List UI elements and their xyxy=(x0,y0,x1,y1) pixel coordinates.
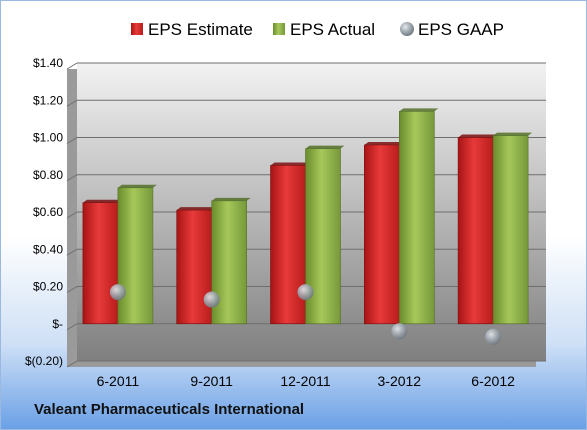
legend-swatch xyxy=(400,22,414,36)
bar-top-face xyxy=(364,141,404,145)
bar-top-face xyxy=(117,184,157,188)
eps-actual-bar xyxy=(492,135,529,325)
gridline-depth xyxy=(66,211,78,219)
y-tick-label: $1.40 xyxy=(33,56,63,70)
x-tick-label: 6-2012 xyxy=(471,373,515,389)
gridline-depth xyxy=(66,174,78,182)
gridline-depth xyxy=(66,137,78,144)
bar-top-face xyxy=(493,132,533,136)
bar-top-face xyxy=(211,197,251,201)
x-tick-label: 12-2011 xyxy=(280,373,331,389)
eps-estimate-bar xyxy=(363,144,400,325)
eps-gaap-marker xyxy=(203,291,220,308)
x-tick-label: 9-2011 xyxy=(190,373,233,389)
bar-top-face xyxy=(399,108,439,112)
x-tick-label: 6-2011 xyxy=(97,373,140,389)
legend-swatch xyxy=(131,23,143,35)
gridline-depth xyxy=(66,360,78,368)
eps-estimate-bar xyxy=(270,165,306,325)
bar-top-face xyxy=(458,134,498,138)
eps-estimate-bar xyxy=(457,137,494,325)
bar-top-face xyxy=(82,199,122,203)
legend-label: EPS Estimate xyxy=(148,20,253,39)
y-tick-label: $1.00 xyxy=(33,131,63,145)
y-tick-label: $(0.20) xyxy=(25,354,63,368)
legend-label: EPS GAAP xyxy=(418,20,504,39)
eps-gaap-marker xyxy=(391,323,408,340)
gridline-depth xyxy=(66,99,78,107)
eps-estimate-bar xyxy=(82,202,119,325)
bar-top-face xyxy=(176,207,216,211)
eps-gaap-marker xyxy=(297,284,314,301)
gridline-depth xyxy=(66,62,78,70)
eps-actual-bar xyxy=(117,187,154,325)
legend-label: EPS Actual xyxy=(290,20,375,39)
legend-swatch xyxy=(273,23,285,35)
eps-gaap-marker xyxy=(485,328,502,345)
y-tick-label: $0.80 xyxy=(33,168,63,182)
bar-top-face xyxy=(305,145,345,149)
company-name: Valeant Pharmaceuticals International xyxy=(34,401,305,418)
gridline-depth xyxy=(66,248,78,256)
y-tick-label: $0.20 xyxy=(33,280,63,294)
bar-top-face xyxy=(270,162,310,166)
y-tick-label: $1.20 xyxy=(33,93,63,107)
eps-estimate-bar xyxy=(176,209,212,325)
y-tick-label: $- xyxy=(52,317,63,331)
y-tick-label: $0.40 xyxy=(33,242,63,256)
gridline-depth xyxy=(66,286,78,293)
eps-gaap-marker xyxy=(109,284,126,301)
x-tick-label: 3-2012 xyxy=(378,373,422,389)
gridline-depth xyxy=(66,323,78,331)
eps-actual-bar xyxy=(398,111,435,325)
y-tick-label: $0.60 xyxy=(33,205,63,219)
